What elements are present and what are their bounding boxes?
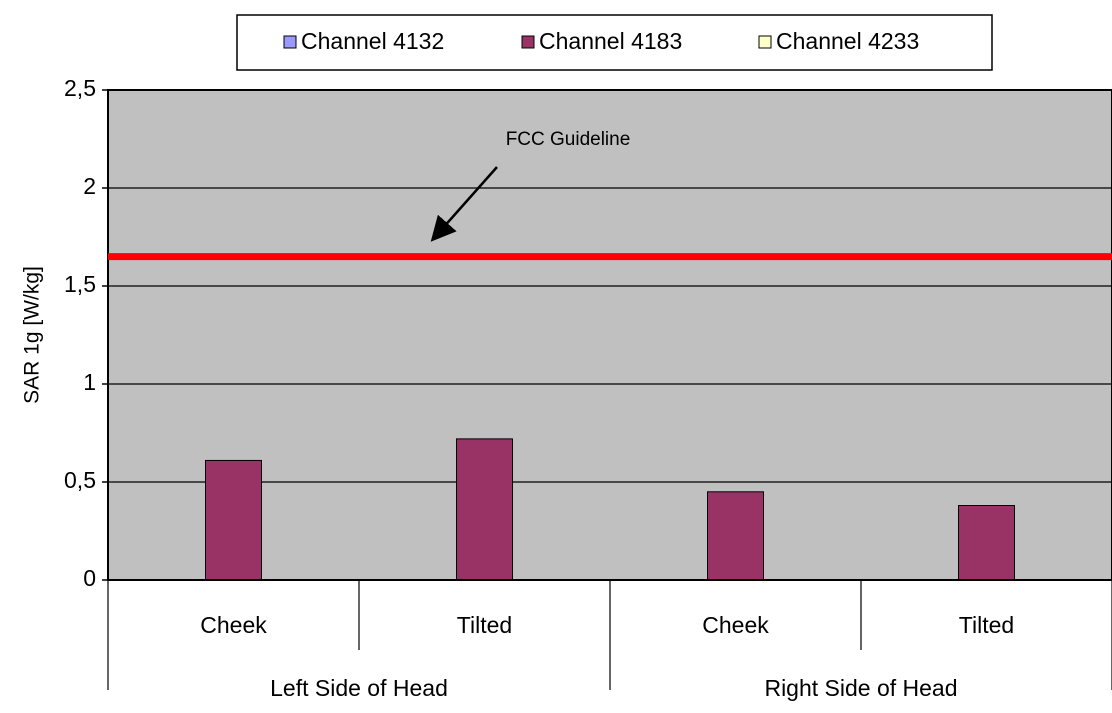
legend-swatch [283,35,297,49]
x-tick-label: Tilted [959,612,1014,638]
bar [958,505,1015,581]
legend-label: Channel 4183 [539,28,682,54]
y-tick-label: 0 [83,565,96,591]
group-label: Left Side of Head [270,675,448,701]
y-axis-label: SAR 1g [W/kg] [21,266,44,404]
x-tick-label: Cheek [200,612,267,638]
legend [236,14,993,71]
bar [707,491,764,581]
legend-swatch [758,35,772,49]
legend-label: Channel 4132 [301,28,444,54]
x-tick-label: Tilted [457,612,512,638]
y-tick-label: 1 [83,369,96,395]
y-tick-label: 2,5 [64,75,96,101]
plot-area [107,89,1112,581]
legend-swatch [521,35,535,49]
y-tick-label: 2 [83,173,96,199]
y-tick-label: 1,5 [64,271,96,297]
annotation-arrow [430,166,498,242]
x-tick-label: Cheek [702,612,769,638]
bar [205,459,262,581]
y-tick-label: 0,5 [64,467,96,493]
legend-label: Channel 4233 [776,28,919,54]
annotation: FCC Guideline [506,129,631,150]
bar [456,438,513,581]
group-label: Right Side of Head [764,675,957,701]
